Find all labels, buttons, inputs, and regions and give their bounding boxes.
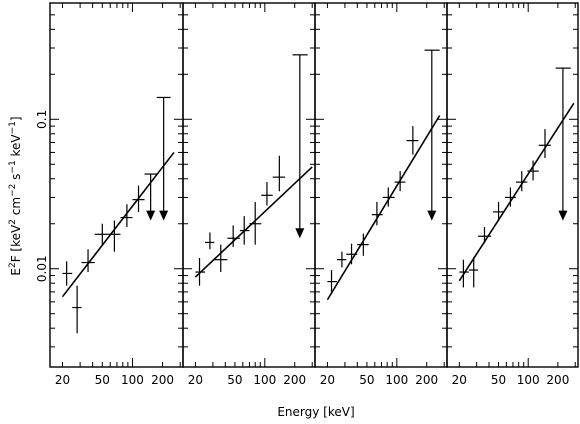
data-point xyxy=(108,220,121,252)
panel-frame xyxy=(314,2,448,368)
y-label-kev2-sup: −1 xyxy=(8,121,18,134)
y-label-e-sup: 2 xyxy=(8,262,18,268)
data-point xyxy=(459,259,469,288)
x-axis-label: Energy [keV] xyxy=(277,405,354,419)
x-tick-label: 20 xyxy=(188,373,203,387)
data-point xyxy=(132,185,145,212)
data-point xyxy=(62,261,73,286)
data-point xyxy=(346,243,358,265)
upper-limit xyxy=(144,173,157,221)
fit-line xyxy=(194,166,313,278)
x-tick-label: 100 xyxy=(121,373,144,387)
upper-limit-arrow xyxy=(558,210,568,221)
y-tick-label: 0.01 xyxy=(35,255,49,282)
y-label-s-sup: −1 xyxy=(8,160,18,173)
data-point xyxy=(81,249,95,273)
data-point xyxy=(205,232,215,250)
panel-frame xyxy=(446,2,579,368)
fit-line xyxy=(458,102,575,282)
data-point xyxy=(515,171,528,192)
x-tick-label: 50 xyxy=(95,373,110,387)
data-point xyxy=(327,270,338,294)
panel-frame xyxy=(182,2,316,368)
upper-limit xyxy=(292,54,308,239)
y-label-close: ] xyxy=(9,116,23,121)
data-point xyxy=(272,155,286,192)
panel-4: 20 50 100 200 xyxy=(446,2,579,387)
data-point xyxy=(478,227,492,244)
panels-group: 20 50 100 200 20 50 100 200 20 50 100 200 20 50 100 200… xyxy=(35,2,579,387)
x-tick-label: 100 xyxy=(517,373,540,387)
data-point xyxy=(214,244,228,273)
upper-limit-arrow xyxy=(159,210,169,221)
data-point xyxy=(261,182,273,206)
upper-limit xyxy=(424,49,440,221)
x-tick-label: 200 xyxy=(546,373,569,387)
y-label-f: F [keV xyxy=(9,224,23,262)
x-tick-label: 20 xyxy=(55,373,70,387)
y-tick-label: 0.1 xyxy=(35,110,49,129)
data-point xyxy=(94,223,109,245)
y-label-e: E xyxy=(9,268,23,276)
data-point xyxy=(357,233,369,256)
data-point xyxy=(406,126,419,155)
panel-3: 20 50 100 200 xyxy=(314,2,448,387)
panel-1: 20 50 100 200 xyxy=(49,2,184,387)
y-label-cm: cm xyxy=(9,197,23,219)
data-point xyxy=(337,251,347,268)
data-point xyxy=(195,257,206,286)
fit-line xyxy=(61,151,175,298)
y-label-kev: keV xyxy=(9,134,23,161)
data-point xyxy=(468,256,479,288)
y-label-cm-sup: −2 xyxy=(8,184,18,197)
panel-2: 20 50 100 200 xyxy=(182,2,316,387)
data-point xyxy=(382,187,395,207)
fit-line xyxy=(326,115,441,301)
upper-limit xyxy=(555,67,571,221)
data-point xyxy=(120,204,133,228)
data-point xyxy=(394,171,406,192)
upper-limit xyxy=(156,96,171,221)
data-point xyxy=(504,187,516,207)
data-point xyxy=(249,201,262,245)
x-tick-label: 50 xyxy=(359,373,374,387)
data-point xyxy=(227,225,240,247)
data-point xyxy=(371,201,383,226)
x-tick-label: 200 xyxy=(283,373,306,387)
x-tick-label: 20 xyxy=(452,373,467,387)
upper-limit-arrow xyxy=(146,210,156,221)
x-tick-label: 50 xyxy=(491,373,506,387)
data-point xyxy=(527,160,539,181)
upper-limit-arrow xyxy=(295,228,305,239)
y-axis-label: E2F [keV2 cm−2 s−1 keV−1] xyxy=(8,116,23,275)
y-label-s: s xyxy=(9,174,23,184)
x-tick-label: 20 xyxy=(320,373,335,387)
data-point xyxy=(538,129,551,159)
upper-limit-arrow xyxy=(427,210,437,221)
x-tick-label: 50 xyxy=(227,373,242,387)
data-point xyxy=(72,285,82,334)
x-tick-label: 100 xyxy=(253,373,276,387)
x-tick-label: 200 xyxy=(151,373,174,387)
y-label-kev-sup: 2 xyxy=(8,219,18,225)
x-tick-label: 200 xyxy=(415,373,438,387)
x-tick-label: 100 xyxy=(385,373,408,387)
data-point xyxy=(239,216,250,245)
data-point xyxy=(493,201,505,221)
